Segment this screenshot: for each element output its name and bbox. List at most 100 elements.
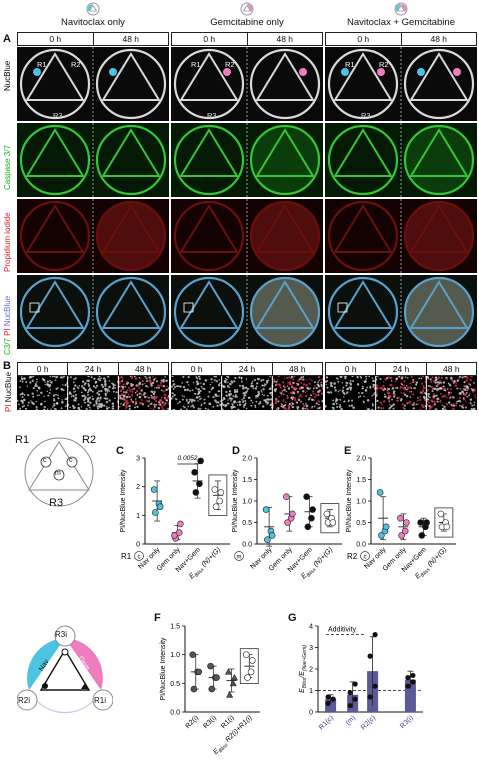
data-point	[195, 668, 203, 676]
x-tick-label: R2(c)	[360, 714, 377, 731]
data-point	[192, 489, 200, 496]
data-point	[437, 510, 445, 518]
schem-m: m	[55, 470, 61, 477]
y-tick-label: 1.5	[356, 477, 366, 484]
region-label-r2: R2	[71, 60, 81, 69]
data-point	[197, 457, 204, 465]
data-point	[244, 674, 251, 681]
x-tick-label: R3(i)	[202, 714, 218, 730]
data-point	[403, 519, 410, 526]
data-point	[325, 700, 331, 707]
time-header-label: 48 h	[117, 363, 168, 375]
region-circle	[134, 551, 144, 561]
data-point	[152, 509, 159, 516]
data-point	[303, 493, 310, 501]
region-tag: R1	[121, 552, 132, 561]
y-tick-label: 0.0	[170, 710, 180, 717]
data-point	[309, 506, 316, 513]
time-header: 0 h 48 h	[17, 32, 169, 46]
y-tick-label: 3	[309, 645, 313, 652]
panel-letter-f: F	[154, 612, 161, 624]
data-point	[401, 527, 409, 535]
data-point	[229, 679, 237, 687]
schem-r3i: R3i	[55, 630, 68, 639]
data-point	[304, 523, 312, 531]
well-image	[325, 275, 477, 349]
region-label-r1: R1	[345, 60, 355, 69]
microscopy-image	[17, 376, 169, 410]
chip-schematic-top	[24, 437, 94, 507]
time-header-b: 0 h 24 h 48 h	[17, 362, 169, 376]
data-point	[367, 653, 373, 659]
y-tick-label: 3	[136, 456, 140, 463]
schem-r1i: R1i	[94, 696, 107, 705]
data-point	[376, 489, 384, 496]
y-tick-label: 2	[136, 484, 140, 491]
region-sub: c	[364, 555, 367, 561]
time-header-label: 0 h	[344, 364, 357, 374]
data-point	[382, 523, 390, 531]
y-tick-label: 1.5	[242, 477, 252, 484]
condition-icon	[238, 2, 256, 16]
bliss-box	[320, 503, 340, 534]
data-point	[284, 519, 291, 526]
data-point	[347, 690, 353, 696]
time-header-b: 0 h 24 h 48 h	[171, 362, 323, 376]
data-point	[283, 493, 290, 501]
time-header-label: 24 h	[375, 363, 425, 375]
y-axis-label: PI/NucBlue Intensity	[160, 637, 167, 701]
condition-icon	[392, 2, 410, 16]
data-point	[323, 510, 331, 518]
bar	[404, 679, 416, 712]
chart-G: 0 1 2 3 4 EBliss/E(Nav+Gem) Additivity R1(c) (m)…	[299, 624, 423, 732]
condition-title: Navitoclax only	[61, 17, 125, 28]
condition-icon	[84, 2, 102, 16]
region-label-r2: R2	[225, 60, 235, 69]
data-point	[410, 679, 416, 685]
y-axis-label: PI/NucBlue Intensity	[346, 469, 353, 533]
data-point	[171, 532, 178, 539]
panel-letter-c: C	[116, 445, 124, 457]
condition-title: Gemcitabine only	[210, 17, 284, 28]
region-label-r1: R1	[37, 60, 47, 69]
time-header-label: 48 h	[271, 363, 322, 375]
well-image	[325, 47, 477, 121]
data-point	[352, 681, 358, 687]
well-image	[17, 199, 169, 273]
region-label-r2: R2	[379, 60, 389, 69]
data-point	[397, 514, 404, 522]
time-header-label: 0 h	[357, 34, 370, 44]
y-tick-label: 0.5	[242, 520, 252, 527]
panel-letter-e: E	[344, 445, 352, 457]
data-point	[410, 672, 416, 679]
x-tick-label: R1(c)	[318, 714, 335, 731]
well-image	[171, 47, 323, 121]
region-label-r3: R3	[207, 111, 217, 120]
y-tick-label: 1.0	[242, 499, 252, 506]
y-axis-label: EBliss/E(Nav+Gem)	[299, 645, 308, 693]
y-tick-label: 0	[136, 542, 140, 549]
panel-letter-a: A	[3, 33, 11, 45]
schem-r2: R2	[82, 434, 97, 446]
y-tick-label: 1.0	[356, 499, 366, 506]
well-image	[171, 199, 323, 273]
time-header-label: 48 h	[92, 33, 169, 45]
well-image	[17, 123, 169, 197]
data-point	[224, 668, 232, 675]
time-header-label: 48 h	[425, 363, 476, 375]
y-tick-label: 0	[309, 710, 313, 717]
data-point	[372, 683, 378, 689]
data-point	[262, 506, 270, 513]
y-axis-label: PI/NucBlue Intensity	[232, 469, 239, 533]
time-header-label: 24 h	[221, 363, 271, 375]
data-point	[268, 532, 276, 539]
data-point	[242, 651, 250, 658]
y-tick-label: 1	[136, 513, 140, 520]
region-circle	[234, 551, 244, 561]
data-point	[212, 503, 220, 511]
well-image	[17, 47, 169, 121]
data-point	[372, 632, 378, 638]
